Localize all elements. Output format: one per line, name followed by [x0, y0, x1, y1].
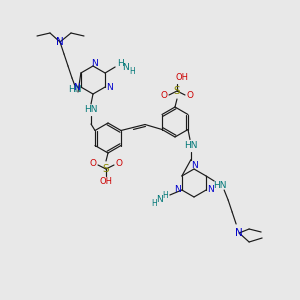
- Text: HN: HN: [184, 141, 198, 150]
- Text: O: O: [187, 92, 194, 100]
- Text: S: S: [174, 86, 180, 96]
- Text: N: N: [175, 185, 181, 194]
- Text: O: O: [89, 160, 97, 169]
- Text: O: O: [160, 92, 167, 100]
- Text: O: O: [116, 160, 122, 169]
- Text: H: H: [129, 67, 135, 76]
- Text: N: N: [192, 161, 198, 170]
- Text: HN: HN: [213, 181, 227, 190]
- Text: S: S: [103, 164, 109, 174]
- Text: N: N: [157, 194, 163, 203]
- Text: OH: OH: [100, 178, 112, 187]
- Text: N: N: [207, 185, 214, 194]
- Text: N: N: [74, 82, 80, 91]
- Text: N: N: [106, 82, 112, 91]
- Text: HN: HN: [84, 106, 98, 115]
- Text: OH: OH: [176, 74, 188, 82]
- Text: N: N: [122, 62, 128, 71]
- Text: N: N: [56, 37, 64, 47]
- Text: HN: HN: [68, 85, 82, 94]
- Text: H: H: [151, 200, 157, 208]
- Text: N: N: [91, 58, 98, 68]
- Text: N: N: [235, 228, 243, 238]
- Text: H: H: [117, 58, 124, 68]
- Text: H: H: [162, 190, 168, 200]
